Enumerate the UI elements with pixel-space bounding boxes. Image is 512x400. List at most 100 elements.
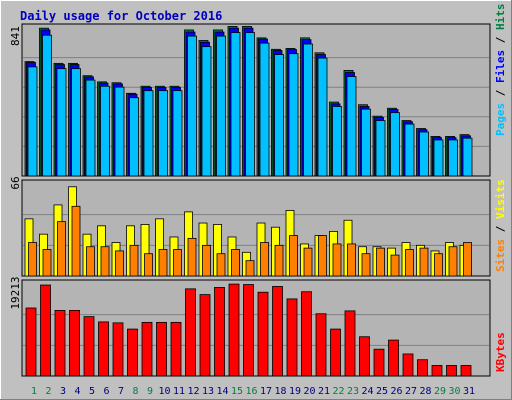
day-label: 20: [303, 386, 315, 397]
kbytes-bar: [214, 287, 225, 377]
sites-bar: [202, 244, 211, 277]
pages-bar: [216, 35, 226, 177]
sites-bar: [158, 249, 168, 277]
sites-bar: [86, 246, 95, 277]
pages-bar: [288, 53, 299, 177]
day-label: 24: [361, 386, 373, 397]
kbytes-bar: [315, 313, 327, 377]
kbytes-bar: [54, 309, 66, 377]
day-label: 3: [60, 386, 66, 397]
day-label: 10: [158, 386, 170, 397]
pages-bar: [85, 79, 96, 177]
pages-bar: [361, 108, 371, 177]
day-label: 1: [31, 386, 37, 397]
pages-bar: [100, 85, 110, 177]
day-label: 25: [376, 386, 388, 397]
sites-bar: [42, 249, 52, 277]
sites-bar: [28, 242, 37, 277]
day-label: 12: [187, 386, 199, 397]
legend-separator: /: [494, 30, 507, 50]
legend-sites: Sites: [494, 239, 507, 272]
bars: [24, 26, 473, 377]
sites-bar: [57, 221, 66, 277]
day-label: 29: [434, 386, 446, 397]
sites-bar: [289, 235, 298, 277]
legend-kbytes: KBytes: [494, 332, 507, 372]
hits-axis-max-label: 841: [9, 26, 22, 46]
kbytes-bar: [228, 283, 240, 377]
day-label: 16: [245, 386, 257, 397]
sites-bar: [318, 235, 327, 277]
pages-bar: [274, 54, 284, 177]
day-label: 14: [216, 386, 228, 397]
pages-bar: [375, 120, 386, 177]
sites-bar: [361, 253, 371, 277]
sites-bar: [260, 242, 269, 277]
day-label: 31: [463, 386, 475, 397]
legend-visits: Visits: [494, 179, 507, 219]
sites-bar: [274, 244, 284, 277]
legend-files: Files: [494, 50, 507, 83]
kbytes-bar: [40, 284, 51, 377]
kbytes-axis-max-label: 19213: [9, 276, 22, 309]
pages-bar: [143, 90, 154, 177]
sites-bar: [463, 242, 472, 277]
sites-bar: [245, 260, 255, 277]
sites-bar: [390, 254, 400, 277]
sites-bar: [100, 246, 110, 277]
kbytes-bar: [344, 310, 356, 377]
day-label: 22: [332, 386, 344, 397]
day-label: 17: [260, 386, 272, 397]
day-label: 9: [147, 386, 153, 397]
kbytes-bar: [170, 321, 182, 377]
kbytes-bar: [185, 288, 196, 377]
day-label: 18: [274, 386, 286, 397]
kbytes-bar: [417, 359, 428, 377]
pages-bar: [259, 42, 270, 177]
day-label: 19: [289, 386, 301, 397]
day-label: 8: [132, 386, 138, 397]
kbytes-bar: [83, 316, 95, 377]
legend-pages: Pages: [494, 103, 507, 136]
sites-bar: [144, 253, 153, 277]
sites-bar: [71, 205, 81, 277]
sites-bar: [332, 243, 342, 277]
kbytes-bar: [127, 328, 138, 377]
sites-bar: [303, 247, 313, 277]
legend-separator: /: [494, 219, 507, 239]
kbytes-bar: [388, 339, 399, 377]
sites-bar: [434, 253, 443, 277]
kbytes-bar: [402, 353, 414, 377]
kbytes-bar: [199, 294, 211, 377]
kbytes-bar: [156, 321, 167, 377]
day-label: 7: [118, 386, 124, 397]
pages-bar: [187, 35, 197, 177]
pages-bar: [71, 68, 81, 177]
sites-bar: [448, 246, 458, 277]
sites-bar: [231, 249, 240, 277]
kbytes-bar: [330, 328, 341, 377]
pages-bar: [433, 139, 444, 177]
pages-bar: [346, 76, 357, 177]
pages-bar: [448, 139, 458, 177]
kbytes-bar: [359, 336, 370, 377]
kbytes-bar: [301, 291, 312, 377]
kbytes-bar: [98, 321, 109, 377]
kbytes-bar: [431, 365, 443, 377]
pages-bar: [27, 66, 38, 177]
pages-bar: [230, 32, 241, 177]
sites-bar: [419, 247, 429, 277]
legend-separator: /: [494, 83, 507, 103]
kbytes-bar: [257, 291, 269, 377]
kbytes-bar: [460, 365, 472, 377]
day-label: 27: [405, 386, 417, 397]
sites-bar: [216, 253, 226, 277]
sites-bar: [347, 243, 356, 277]
sites-bar: [129, 244, 139, 277]
day-label: 13: [202, 386, 214, 397]
pages-bar: [56, 68, 67, 177]
pages-bar: [42, 34, 52, 177]
pages-bar: [462, 137, 473, 177]
day-label: 4: [74, 386, 80, 397]
kbytes-bar: [373, 348, 385, 377]
